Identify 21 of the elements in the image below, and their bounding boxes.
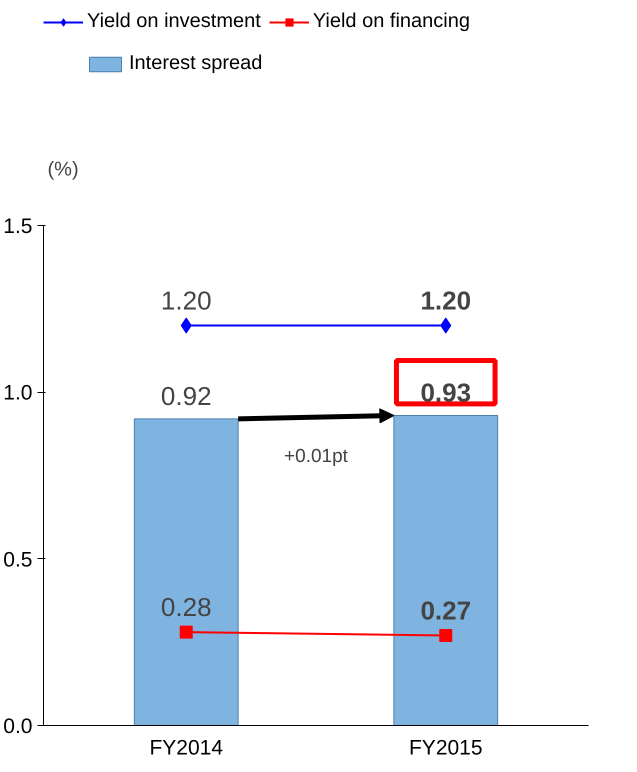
point (180, 626, 193, 639)
y-tick-label: 0.5 (3, 548, 33, 572)
data-label: 0.93 (420, 378, 472, 408)
y-tick-label: 0.0 (3, 715, 33, 738)
point (440, 318, 452, 334)
y-tick-label: 1.5 (3, 215, 33, 238)
data-label: 0.92 (160, 380, 212, 411)
legend-label: Yield on investment (87, 10, 261, 33)
data-label: 0.27 (420, 596, 472, 626)
legend-label: Interest spread (129, 52, 262, 75)
x-tick-label: FY2015 (408, 736, 483, 760)
data-label: 1.20 (420, 286, 472, 316)
data-label: 1.20 (160, 286, 212, 316)
point (439, 629, 452, 642)
y-tick-label: 1.0 (3, 382, 33, 405)
point (180, 318, 192, 334)
x-tick-label: FY2014 (149, 736, 224, 760)
data-label: 0.28 (160, 592, 212, 622)
y-axis-title: (%) (48, 158, 79, 180)
annotation: +0.01pt (284, 446, 349, 468)
legend-label: Yield on financing (312, 10, 470, 33)
